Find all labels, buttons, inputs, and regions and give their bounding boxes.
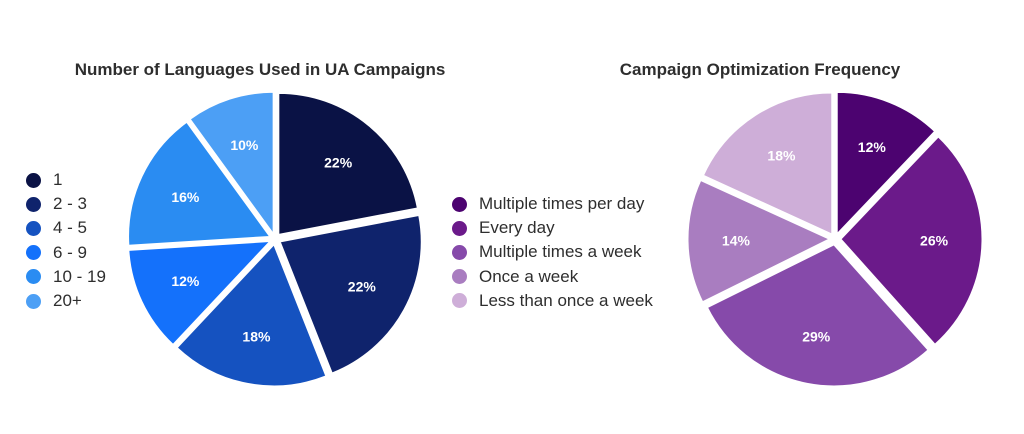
legend-swatch bbox=[452, 244, 467, 260]
pie-slice-multiple-times-a-week bbox=[706, 244, 929, 387]
legend-item-20: 20+ bbox=[26, 289, 106, 313]
legend-label: Once a week bbox=[479, 266, 579, 286]
slice-label-20: 10% bbox=[230, 137, 259, 153]
slice-label-multiple-times-a-week: 29% bbox=[802, 328, 831, 344]
legend-label: Multiple times a week bbox=[479, 242, 642, 262]
legend-item-less-than-once-a-week: Less than once a week bbox=[452, 289, 653, 313]
pie-languages: 22% 22% 18% 12% 16% 10% bbox=[128, 91, 422, 387]
legend-swatch bbox=[26, 220, 41, 236]
legend-item-6-9: 6 - 9 bbox=[26, 241, 106, 265]
pie-slice-multiple-times-per-day bbox=[836, 91, 936, 235]
slice-label-6-9: 12% bbox=[171, 273, 200, 289]
legend-item-multiple-times-a-week: Multiple times a week bbox=[452, 240, 653, 264]
legend-label: 2 - 3 bbox=[53, 194, 88, 214]
legend-label: 1 bbox=[53, 170, 63, 190]
pie-slice-4-5 bbox=[176, 243, 327, 387]
legend-label: 10 - 19 bbox=[53, 266, 106, 286]
pie-slice-10-19 bbox=[128, 121, 271, 246]
pie-slice-1 bbox=[278, 92, 418, 235]
slice-label-less-than-once-a-week: 18% bbox=[767, 148, 796, 164]
slice-label-4-5: 18% bbox=[242, 328, 271, 344]
legend-label: Multiple times per day bbox=[479, 194, 645, 214]
legend-item-4-5: 4 - 5 bbox=[26, 216, 106, 240]
legend-swatch bbox=[26, 293, 41, 309]
pie-optimization: 12% 26% 29% 14% 18% bbox=[687, 91, 983, 387]
legend-item-once-a-week: Once a week bbox=[452, 265, 653, 289]
pie-slice-6-9 bbox=[128, 240, 271, 346]
legend-label: Every day bbox=[479, 218, 555, 238]
legend-item-2-3: 2 - 3 bbox=[26, 192, 106, 216]
legend-swatch bbox=[26, 196, 41, 212]
pie-slice-every-day bbox=[840, 136, 983, 345]
legend-swatch bbox=[26, 172, 41, 188]
legend-swatch bbox=[452, 196, 467, 212]
slice-label-every-day: 26% bbox=[920, 233, 949, 249]
legend-swatch bbox=[452, 269, 467, 285]
legend-swatch bbox=[26, 269, 41, 285]
slice-label-10-19: 16% bbox=[171, 189, 200, 205]
pie-slice-20 bbox=[189, 91, 274, 235]
pie-slice-2-3 bbox=[279, 214, 422, 374]
legend-label: 6 - 9 bbox=[53, 242, 88, 262]
chart-title-optimization: Campaign Optimization Frequency bbox=[619, 60, 901, 79]
slice-label-once-a-week: 14% bbox=[722, 233, 751, 249]
slice-label-1: 22% bbox=[324, 155, 353, 171]
legend-label: 20+ bbox=[53, 291, 82, 311]
legend-item-1: 1 bbox=[26, 168, 106, 192]
legend-label: 4 - 5 bbox=[53, 218, 88, 238]
legend-optimization: Multiple times per day Every day Multiple … bbox=[452, 192, 653, 313]
legend-item-multiple-times-per-day: Multiple times per day bbox=[452, 192, 653, 216]
chart-title-languages: Number of Languages Used in UA Campaigns bbox=[74, 60, 446, 79]
legend-item-every-day: Every day bbox=[452, 216, 653, 240]
slice-label-multiple-times-per-day: 12% bbox=[858, 139, 887, 155]
legend-item-10-19: 10 - 19 bbox=[26, 265, 106, 289]
legend-swatch bbox=[452, 220, 467, 236]
legend-languages: 1 2 - 3 4 - 5 6 - 9 10 - 19 20+ bbox=[26, 168, 106, 313]
slice-label-2-3: 22% bbox=[348, 279, 377, 295]
pie-slice-less-than-once-a-week bbox=[702, 92, 833, 235]
legend-label: Less than once a week bbox=[479, 290, 653, 310]
legend-swatch bbox=[26, 245, 41, 261]
legend-swatch bbox=[452, 293, 467, 309]
pie-slice-once-a-week bbox=[687, 179, 831, 303]
